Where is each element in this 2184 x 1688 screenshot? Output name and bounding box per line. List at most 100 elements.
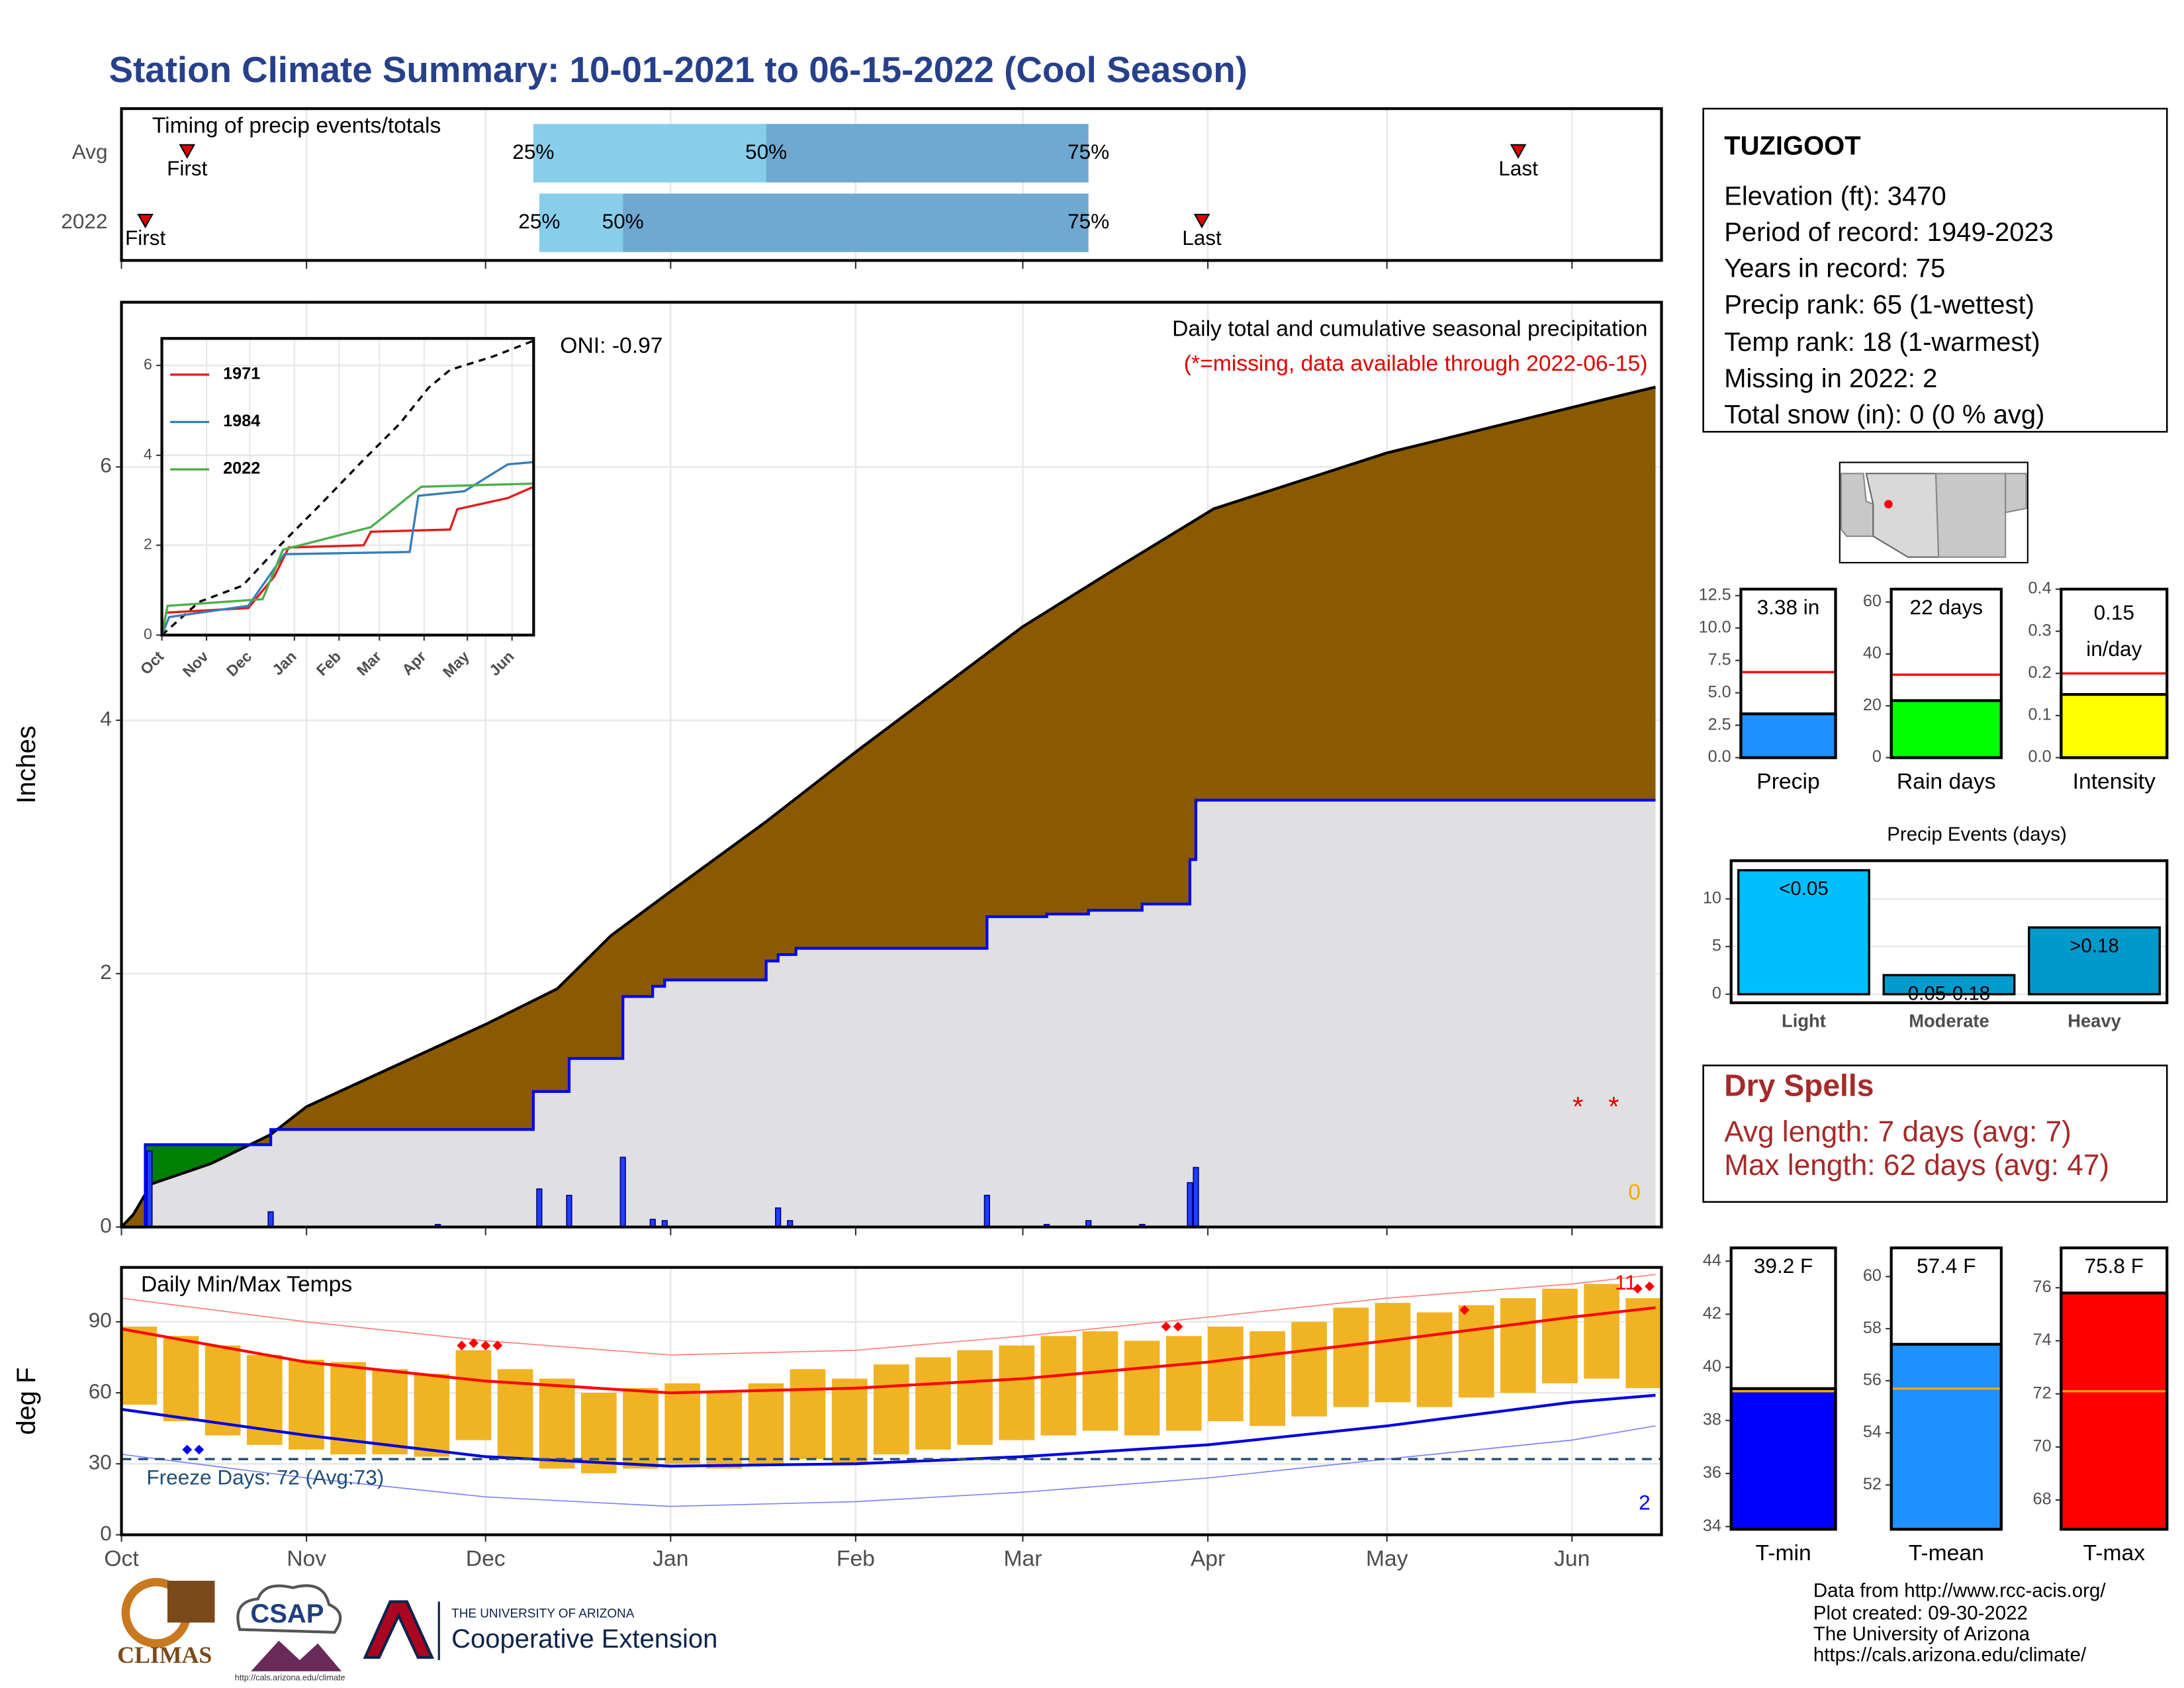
x-tick-label: Oct <box>104 1546 139 1571</box>
temp-range-bar <box>1500 1298 1536 1393</box>
y-tick-label: 2.5 <box>1708 715 1731 733</box>
temp-range-bar <box>831 1378 868 1464</box>
legend-label: 1984 <box>223 412 260 430</box>
average-cumulative-line <box>120 385 1656 1229</box>
daily-precip-bar <box>619 1156 626 1228</box>
category-label: Precip <box>1756 769 1819 794</box>
record-marker <box>1173 1321 1183 1332</box>
panel-frame <box>2060 1246 2169 1531</box>
timing-bar <box>623 193 1089 252</box>
record-low-count: 2 <box>1639 1491 1651 1515</box>
temp-range-bar <box>414 1374 450 1457</box>
temp-range-bar <box>1208 1326 1244 1421</box>
daily-precip-bar <box>566 1194 572 1228</box>
page-title: Station Climate Summary: 10-01-2021 to 0… <box>109 49 1248 90</box>
caption: Daily total and cumulative seasonal prec… <box>1172 317 1647 342</box>
logos: CLIMAS CSAP http://cals.arizona.edu/clim… <box>117 1577 717 1683</box>
x-tick-label: Jun <box>1554 1546 1590 1571</box>
quantile-label: 75% <box>1068 140 1109 164</box>
y-tick-label: 74 <box>2033 1331 2052 1349</box>
current-cumulative-line <box>121 798 1656 1229</box>
category-label: T-max <box>2083 1541 2146 1566</box>
record-marker <box>492 1340 503 1350</box>
missing-marker: * <box>1608 1091 1619 1122</box>
x-tick-label: Dec <box>466 1546 506 1571</box>
panel-frame <box>1729 1246 1837 1531</box>
series-line <box>160 461 534 636</box>
bar <box>1737 868 1870 996</box>
quantile-label: 75% <box>1068 209 1109 233</box>
temp-range-bar <box>1165 1336 1202 1431</box>
panel-frame <box>1889 1246 2003 1531</box>
bar <box>1882 974 2016 996</box>
y-tick-label: 10 <box>1703 889 1721 908</box>
temp-range-bar <box>790 1369 826 1460</box>
value-label: 39.2 F <box>1754 1254 1813 1278</box>
y-tick-label: 6 <box>144 355 152 373</box>
y-tick-label: 30 <box>89 1450 112 1474</box>
bar <box>2060 1291 2169 1531</box>
event-label: First <box>125 226 166 250</box>
event-label: Last <box>1498 156 1538 180</box>
bar <box>2060 692 2169 759</box>
daily-precip-bar <box>146 1150 153 1228</box>
y-tick-label: 38 <box>1703 1410 1721 1429</box>
category-label: T-min <box>1756 1541 1811 1566</box>
event-marker <box>179 144 196 159</box>
event-label: Last <box>1182 226 1222 250</box>
temp-range-bar <box>1082 1331 1118 1431</box>
y-tick-label: 56 <box>1863 1371 1882 1389</box>
value-label: 3.38 in <box>1757 595 1820 619</box>
climas-logo-block <box>167 1580 215 1623</box>
y-tick-label: 0.0 <box>1708 747 1731 766</box>
timing-bar <box>539 193 623 252</box>
y-tick-label: 52 <box>1863 1475 1882 1493</box>
coop-text: Cooperative Extension <box>451 1624 717 1654</box>
panel-frame <box>160 337 535 637</box>
y-tick-label: 0.1 <box>2028 706 2052 724</box>
station-line: Temp rank: 18 (1-warmest) <box>1724 328 2040 357</box>
ua-logo <box>363 1600 434 1659</box>
y-tick-label: 4 <box>100 706 112 730</box>
bar <box>2028 926 2161 996</box>
daily-precip-bar <box>536 1188 543 1228</box>
row-label: Avg <box>72 140 108 164</box>
value-unit: in/day <box>2086 637 2142 661</box>
y-tick-label: 0 <box>144 626 152 643</box>
y-tick-label: 76 <box>2033 1278 2052 1296</box>
bar <box>1889 699 2003 759</box>
quantile-label: 25% <box>518 209 560 233</box>
quantile-label: 50% <box>745 140 787 164</box>
temp-range-bar <box>1124 1340 1160 1436</box>
y-tick-label: 5.0 <box>1708 682 1731 701</box>
y-tick-label: 44 <box>1703 1251 1721 1270</box>
temp-range-bar <box>748 1383 784 1464</box>
footer-line: Plot created: 09-30-2022 <box>1813 1602 2028 1624</box>
station-box <box>1702 107 2168 433</box>
temp-range-bar <box>205 1345 241 1436</box>
ua-text: THE UNIVERSITY OF ARIZONA <box>451 1607 635 1620</box>
y-tick-label: 0.4 <box>2028 579 2052 598</box>
y-tick-label: 40 <box>1703 1357 1721 1376</box>
y-tick-label: 36 <box>1703 1464 1721 1482</box>
legend-label: 1971 <box>223 365 260 383</box>
temp-title: Daily Min/Max Temps <box>141 1272 352 1297</box>
y-tick-label: 2 <box>100 960 112 984</box>
daily-precip-bar <box>267 1211 274 1228</box>
y-tick-label: 54 <box>1863 1423 1882 1441</box>
freeze-label: Freeze Days: 72 (Avg:73) <box>146 1466 384 1489</box>
record-marker <box>194 1444 205 1455</box>
temp-range-bar <box>163 1336 199 1421</box>
station-line: Total snow (in): 0 (0 % avg) <box>1724 400 2044 430</box>
y-tick-label: 0.2 <box>2028 663 2052 682</box>
temp-range-bar <box>957 1350 993 1445</box>
map-state <box>1934 473 2007 558</box>
quantile-label: 50% <box>602 209 644 233</box>
daily-precip-bar <box>775 1207 782 1228</box>
y-tick-label: 0.0 <box>2028 747 2052 766</box>
station-line: Elevation (ft): 3470 <box>1724 181 1946 211</box>
temp-range-bar <box>1375 1303 1411 1403</box>
y-tick-label: 0 <box>100 1521 112 1545</box>
event-label: First <box>167 156 208 180</box>
